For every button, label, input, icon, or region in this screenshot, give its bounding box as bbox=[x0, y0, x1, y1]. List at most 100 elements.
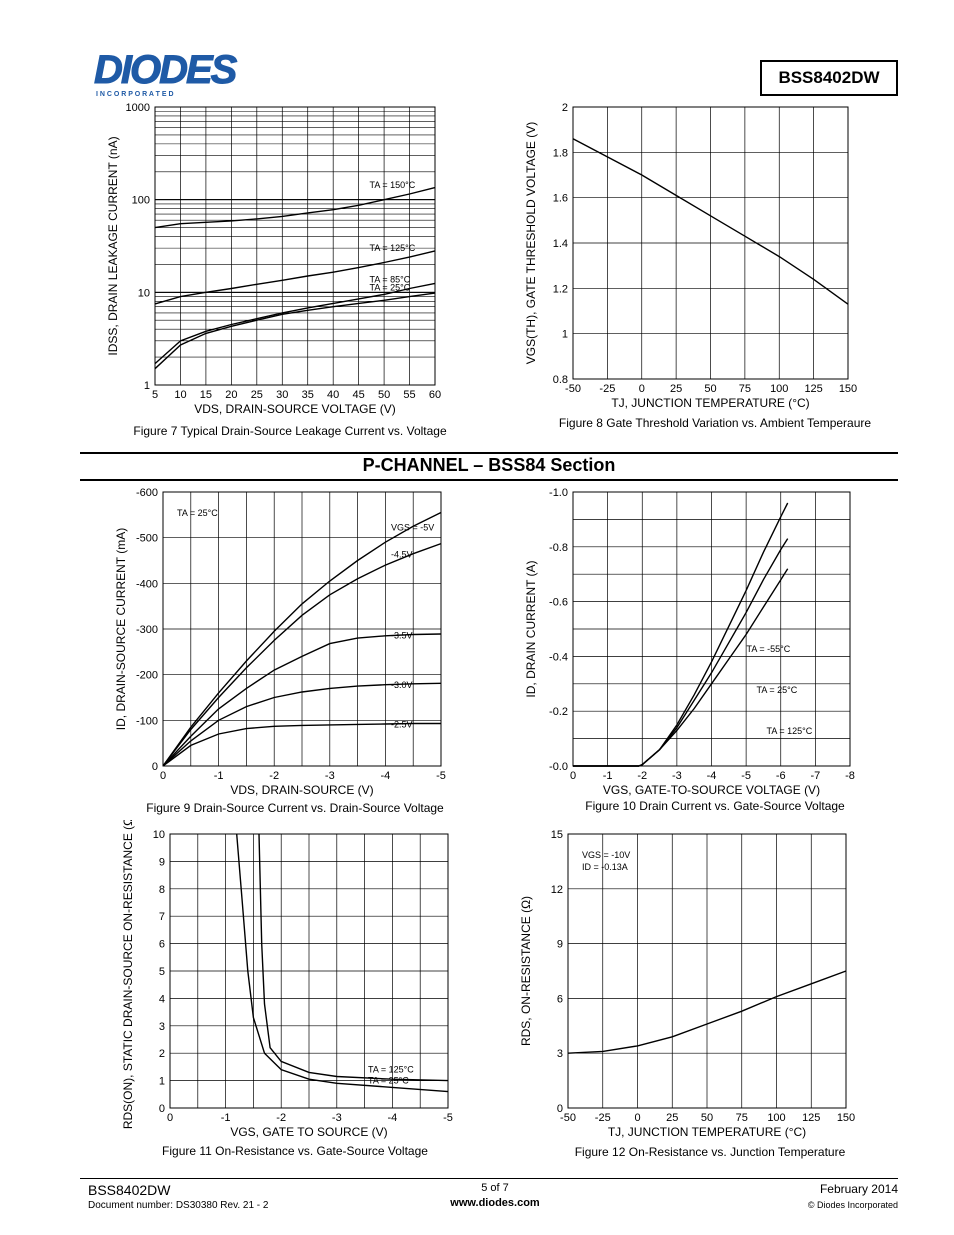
part-number: BSS8402DW bbox=[778, 68, 880, 87]
y-tick-label: 6 bbox=[557, 993, 563, 1005]
series-line bbox=[258, 833, 449, 1082]
footer-rule bbox=[80, 1178, 898, 1179]
series-label: TA = 150°C bbox=[370, 180, 416, 190]
x-tick-label: 100 bbox=[770, 383, 788, 395]
x-tick-label: -4 bbox=[388, 1112, 398, 1124]
series-line bbox=[162, 633, 442, 767]
x-tick-label: 0 bbox=[634, 1112, 640, 1124]
series-label: -3.0V bbox=[391, 680, 413, 690]
x-tick-label: 25 bbox=[670, 383, 682, 395]
x-tick-label: 50 bbox=[704, 383, 716, 395]
y-tick-label: 1 bbox=[144, 380, 150, 392]
logo-sub: I N C O R P O R A T E D bbox=[96, 91, 174, 98]
x-tick-label: 60 bbox=[429, 389, 441, 401]
x-tick-label: -4 bbox=[381, 770, 391, 782]
y-tick-label: 1 bbox=[562, 329, 568, 341]
x-tick-label: -25 bbox=[595, 1112, 611, 1124]
x-tick-label: 55 bbox=[403, 389, 415, 401]
y-axis-label: VGS(TH), GATE THRESHOLD VOLTAGE (V) bbox=[524, 122, 538, 364]
series-label: TA = -55°C bbox=[747, 644, 791, 654]
series-line bbox=[162, 511, 442, 767]
y-tick-label: -0.2 bbox=[549, 706, 568, 718]
series-label: VGS = -5V bbox=[391, 522, 434, 532]
y-axis-label: RDS, ON-RESISTANCE (Ω) bbox=[519, 896, 533, 1046]
x-tick-label: 15 bbox=[200, 389, 212, 401]
series-line bbox=[573, 568, 789, 767]
series-label: -3.5V bbox=[391, 630, 413, 640]
x-tick-label: 45 bbox=[353, 389, 365, 401]
series-line bbox=[154, 250, 436, 305]
x-tick-label: -1 bbox=[214, 770, 224, 782]
footer-copyright: © Diodes Incorporated bbox=[807, 1200, 898, 1210]
figure-7-caption: Figure 7 Typical Drain-Source Leakage Cu… bbox=[133, 424, 447, 438]
series-line bbox=[154, 186, 436, 229]
chart-annotation: VGS = -10V bbox=[582, 850, 630, 860]
plot-frame bbox=[154, 106, 436, 386]
y-tick-label: 9 bbox=[159, 856, 165, 868]
y-tick-label: 9 bbox=[557, 939, 563, 951]
x-tick-label: -3 bbox=[672, 770, 682, 782]
series-label: TA = 125°C bbox=[370, 243, 416, 253]
y-tick-label: -0.6 bbox=[549, 597, 568, 609]
x-tick-label: -1 bbox=[603, 770, 613, 782]
x-tick-label: 150 bbox=[837, 1112, 855, 1124]
chart-annotation: TA = 25°C bbox=[177, 508, 218, 518]
series-label: TA = 25°C bbox=[368, 1076, 409, 1086]
x-tick-label: -5 bbox=[443, 1112, 453, 1124]
footer-date: February 2014 bbox=[819, 1182, 898, 1196]
x-tick-label: -6 bbox=[776, 770, 786, 782]
figure-7-chart: 5 10 15 20 25 30 35 40 45 50 55 60 1 10 100 1000 VDS, DR… bbox=[106, 102, 441, 416]
y-tick-label: 10 bbox=[138, 287, 150, 299]
y-tick-label: 0.8 bbox=[553, 374, 568, 386]
x-axis-label: VGS, GATE-TO-SOURCE VOLTAGE (V) bbox=[603, 783, 820, 797]
figure-8-caption: Figure 8 Gate Threshold Variation vs. Am… bbox=[558, 416, 872, 430]
y-tick-label: -1.0 bbox=[549, 487, 568, 499]
x-tick-label: 50 bbox=[378, 389, 390, 401]
y-tick-label: 7 bbox=[159, 911, 165, 923]
y-tick-label: -200 bbox=[136, 670, 158, 682]
x-tick-label: -2 bbox=[276, 1112, 286, 1124]
x-tick-label: -8 bbox=[845, 770, 855, 782]
series-line bbox=[154, 292, 436, 370]
y-axis-label: IDSS, DRAIN LEAKAGE CURRENT (nA) bbox=[106, 136, 120, 355]
figure-11-chart: 0 -1 -2 -3 -4 -5 0 1 2 3 4 5 6 7 8 9 10 VGS, GATE TO SOUR… bbox=[121, 820, 453, 1139]
y-tick-label: 8 bbox=[159, 884, 165, 896]
series-line bbox=[154, 282, 436, 365]
x-axis-label: VGS, GATE TO SOURCE (V) bbox=[230, 1125, 387, 1139]
figure-10-chart: 0 -1 -2 -3 -4 -5 -6 -7 -8 -0.0 -0.2 -0.4 -0.6 -0.8 -1.… bbox=[524, 487, 855, 797]
x-tick-label: 30 bbox=[276, 389, 288, 401]
y-tick-label: 2 bbox=[159, 1048, 165, 1060]
x-tick-label: 35 bbox=[302, 389, 314, 401]
y-tick-label: 100 bbox=[132, 195, 150, 207]
y-tick-label: 0 bbox=[557, 1103, 563, 1115]
x-tick-label: -2 bbox=[269, 770, 279, 782]
x-tick-label: 75 bbox=[739, 383, 751, 395]
logo-text: DIODES bbox=[94, 50, 238, 92]
x-tick-label: 0 bbox=[167, 1112, 173, 1124]
x-tick-label: -2 bbox=[637, 770, 647, 782]
x-tick-label: 125 bbox=[802, 1112, 820, 1124]
plot-frame bbox=[169, 833, 449, 1109]
footer-page: 5 of 7 bbox=[481, 1182, 509, 1194]
x-tick-label: 0 bbox=[639, 383, 645, 395]
x-tick-label: 50 bbox=[701, 1112, 713, 1124]
figure-12-caption: Figure 12 On-Resistance vs. Junction Tem… bbox=[574, 1145, 846, 1159]
x-tick-label: 40 bbox=[327, 389, 339, 401]
plot-frame bbox=[572, 106, 849, 380]
series-line bbox=[162, 722, 441, 767]
y-tick-label: -400 bbox=[136, 578, 158, 590]
x-tick-label: 150 bbox=[839, 383, 857, 395]
series-label: TA = 85°C bbox=[370, 274, 411, 284]
y-tick-label: 6 bbox=[159, 939, 165, 951]
y-tick-label: 5 bbox=[159, 966, 165, 978]
x-tick-label: -7 bbox=[810, 770, 820, 782]
y-tick-label: 1.4 bbox=[553, 238, 568, 250]
y-tick-label: -0.4 bbox=[549, 651, 568, 663]
footer-url[interactable]: www.diodes.com bbox=[450, 1197, 540, 1209]
series-line bbox=[572, 138, 849, 305]
y-tick-label: 0 bbox=[159, 1103, 165, 1115]
x-tick-label: -50 bbox=[565, 383, 581, 395]
x-axis-label: TJ, JUNCTION TEMPERATURE (°C) bbox=[608, 1125, 806, 1139]
series-label: TA = 125°C bbox=[767, 726, 813, 736]
figure-9-caption: Figure 9 Drain-Source Current vs. Drain-… bbox=[146, 801, 444, 815]
